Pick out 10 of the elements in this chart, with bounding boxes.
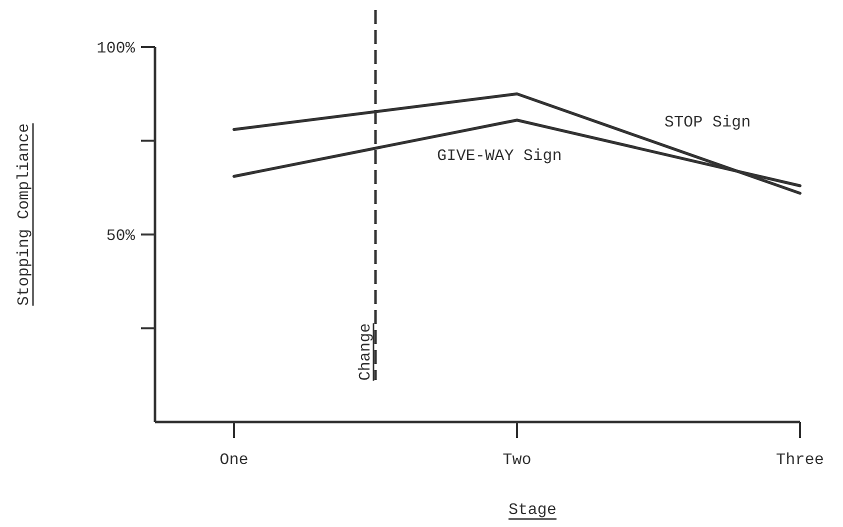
y-tick-label: 50% <box>106 227 136 246</box>
annotation: Change <box>356 323 374 381</box>
x-axis-title: Stage <box>508 501 557 519</box>
series-label: STOP Sign <box>664 114 751 132</box>
x-tick-label: Three <box>776 451 824 469</box>
series-label: GIVE-WAY Sign <box>437 147 562 166</box>
x-tick-label: Two <box>502 451 532 469</box>
x-tick-label: One <box>220 451 248 469</box>
y-tick-label: 100% <box>96 40 136 58</box>
y-axis-title: Stopping Compliance <box>15 123 33 306</box>
